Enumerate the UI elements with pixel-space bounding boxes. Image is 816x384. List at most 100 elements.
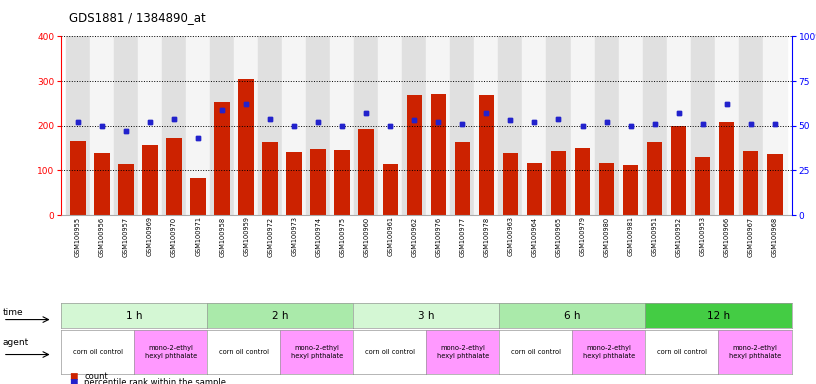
Bar bbox=[623, 165, 638, 215]
Bar bbox=[479, 94, 494, 215]
Bar bbox=[671, 126, 686, 215]
Point bbox=[215, 107, 228, 113]
Text: 3 h: 3 h bbox=[418, 311, 435, 321]
Bar bbox=[118, 164, 134, 215]
Bar bbox=[715, 36, 738, 215]
Bar bbox=[379, 36, 402, 215]
Point bbox=[721, 101, 734, 108]
Point bbox=[696, 121, 709, 127]
Bar bbox=[503, 152, 518, 215]
Bar bbox=[695, 157, 711, 215]
Point bbox=[744, 121, 757, 127]
Point bbox=[576, 123, 589, 129]
Bar bbox=[215, 102, 230, 215]
Bar bbox=[450, 36, 474, 215]
Point bbox=[480, 110, 493, 116]
Text: mono-2-ethyl
hexyl phthalate: mono-2-ethyl hexyl phthalate bbox=[729, 345, 781, 359]
Text: time: time bbox=[2, 308, 24, 316]
Bar bbox=[402, 36, 426, 215]
Text: count: count bbox=[84, 372, 108, 381]
Point bbox=[648, 121, 661, 127]
Bar bbox=[767, 154, 783, 215]
Text: 6 h: 6 h bbox=[564, 311, 581, 321]
Text: mono-2-ethyl
hexyl phthalate: mono-2-ethyl hexyl phthalate bbox=[290, 345, 343, 359]
Bar bbox=[431, 94, 446, 215]
Bar bbox=[406, 94, 422, 215]
Point bbox=[72, 119, 85, 125]
Bar bbox=[642, 36, 667, 215]
Bar bbox=[358, 129, 374, 215]
Bar bbox=[455, 142, 470, 215]
Point bbox=[480, 110, 493, 116]
Point bbox=[408, 118, 421, 124]
Bar bbox=[263, 142, 278, 215]
Bar bbox=[310, 149, 326, 215]
Bar bbox=[282, 36, 306, 215]
Bar bbox=[426, 36, 450, 215]
Bar bbox=[166, 138, 182, 215]
Bar bbox=[406, 94, 422, 215]
Bar bbox=[190, 178, 206, 215]
Text: corn oil control: corn oil control bbox=[219, 349, 268, 355]
Point bbox=[600, 119, 613, 125]
Text: 2 h: 2 h bbox=[272, 311, 289, 321]
Bar bbox=[667, 36, 690, 215]
Text: mono-2-ethyl
hexyl phthalate: mono-2-ethyl hexyl phthalate bbox=[144, 345, 197, 359]
Point bbox=[360, 110, 373, 116]
Bar bbox=[94, 154, 110, 215]
Bar bbox=[431, 94, 446, 215]
Text: percentile rank within the sample: percentile rank within the sample bbox=[84, 377, 226, 384]
Bar bbox=[619, 36, 642, 215]
Point bbox=[552, 116, 565, 122]
Point bbox=[192, 135, 205, 141]
Bar bbox=[335, 150, 350, 215]
Point bbox=[648, 121, 661, 127]
Bar bbox=[719, 122, 734, 215]
Bar bbox=[474, 36, 499, 215]
Point bbox=[721, 101, 734, 108]
Bar bbox=[190, 178, 206, 215]
Bar bbox=[263, 142, 278, 215]
Bar bbox=[503, 152, 518, 215]
Point bbox=[624, 123, 637, 129]
Point bbox=[240, 101, 253, 108]
Point bbox=[384, 123, 397, 129]
Point bbox=[504, 118, 517, 124]
Text: corn oil control: corn oil control bbox=[657, 349, 707, 355]
Bar bbox=[358, 129, 374, 215]
Point bbox=[264, 116, 277, 122]
Bar bbox=[526, 163, 543, 215]
Point bbox=[600, 119, 613, 125]
Text: GDS1881 / 1384890_at: GDS1881 / 1384890_at bbox=[69, 12, 206, 25]
Point bbox=[288, 123, 301, 129]
Bar bbox=[383, 164, 398, 215]
Bar bbox=[743, 151, 759, 215]
Bar bbox=[499, 36, 522, 215]
Point bbox=[432, 119, 445, 125]
Point bbox=[240, 101, 253, 108]
Point bbox=[696, 121, 709, 127]
Bar bbox=[66, 36, 90, 215]
Bar bbox=[90, 36, 114, 215]
Point bbox=[312, 119, 325, 125]
Point bbox=[768, 121, 781, 127]
Point bbox=[744, 121, 757, 127]
Point bbox=[384, 123, 397, 129]
Bar bbox=[142, 145, 157, 215]
Text: corn oil control: corn oil control bbox=[365, 349, 415, 355]
Bar bbox=[738, 36, 763, 215]
Bar bbox=[238, 79, 254, 215]
Bar bbox=[547, 36, 570, 215]
Point bbox=[456, 121, 469, 127]
Bar bbox=[767, 154, 783, 215]
Bar bbox=[310, 149, 326, 215]
Bar bbox=[142, 145, 157, 215]
Bar bbox=[114, 36, 138, 215]
Bar bbox=[238, 79, 254, 215]
Point bbox=[192, 135, 205, 141]
Bar bbox=[595, 36, 619, 215]
Point bbox=[335, 123, 348, 129]
Text: agent: agent bbox=[2, 338, 29, 347]
Point bbox=[95, 123, 109, 129]
Bar bbox=[574, 148, 590, 215]
